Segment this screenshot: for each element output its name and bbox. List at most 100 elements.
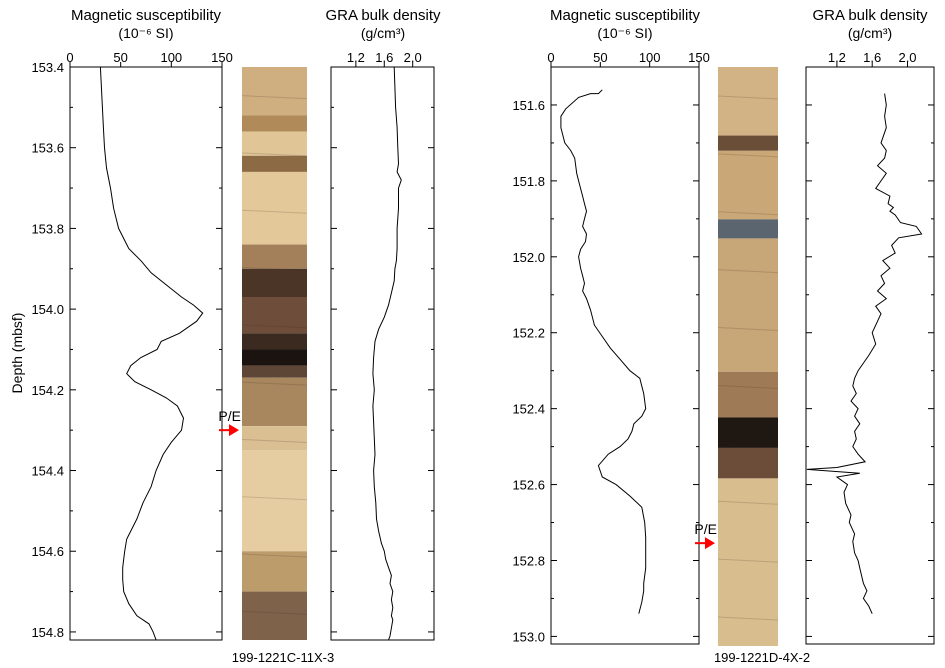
series-line <box>560 89 647 614</box>
x-tick-label: 150 <box>211 50 233 65</box>
chart-panel-1 <box>69 62 223 641</box>
core-streak <box>717 211 779 216</box>
y-axis-label: Depth (mbsf) <box>9 313 25 394</box>
core-streak <box>717 327 779 332</box>
core-band <box>242 115 307 132</box>
core-streak <box>241 496 308 501</box>
core-band <box>242 297 307 334</box>
core-label: 199-1221D-4X-2 <box>714 650 810 665</box>
panel-units: (g/cm³) <box>848 25 892 41</box>
y-tick-label: 151.6 <box>512 98 545 113</box>
core-streak <box>241 438 308 443</box>
core-band <box>242 268 307 298</box>
x-tick-label: 100 <box>639 50 661 65</box>
core-streak <box>241 152 308 157</box>
x-tick-label: 50 <box>593 50 607 65</box>
y-tick-label: 154.8 <box>31 625 64 640</box>
pe-arrow-icon <box>229 424 239 437</box>
y-tick-label: 152.2 <box>512 326 545 341</box>
core-streak <box>717 384 779 389</box>
x-tick-label: 100 <box>160 50 182 65</box>
x-tick-label: 1.2 <box>347 50 365 65</box>
core-streak <box>241 324 308 329</box>
plot-frame <box>805 66 935 645</box>
x-tick-label: 1.2 <box>828 50 846 65</box>
y-tick-label: 153.4 <box>31 60 64 75</box>
core-band <box>718 447 778 479</box>
core-band <box>718 150 778 220</box>
y-tick-label: 151.8 <box>512 174 545 189</box>
core-streak <box>241 610 308 615</box>
core-streak <box>717 558 779 563</box>
pe-arrow-icon <box>705 537 715 550</box>
core-band <box>242 333 307 350</box>
x-tick-label: 50 <box>113 50 127 65</box>
core-streak <box>717 500 779 505</box>
panel-units: (10⁻⁶ SI) <box>118 25 173 41</box>
plot-frame <box>550 66 700 645</box>
core-streak <box>241 267 308 272</box>
y-tick-label: 152.4 <box>512 402 545 417</box>
panel-title: Magnetic susceptibility <box>550 7 701 24</box>
core-photo-2 <box>695 67 779 646</box>
core-band <box>242 349 307 366</box>
core-streak <box>241 209 308 214</box>
pe-label: P/E <box>218 408 241 424</box>
core-band <box>242 450 307 552</box>
core-band <box>242 365 307 378</box>
y-tick-label: 152.8 <box>512 553 545 568</box>
x-tick-label: 150 <box>688 50 710 65</box>
core-streak <box>717 269 779 274</box>
core-band <box>718 417 778 448</box>
core-streak <box>717 95 779 100</box>
panel-title: GRA bulk density <box>812 7 928 24</box>
y-tick-label: 154.0 <box>31 302 64 317</box>
series-line <box>806 93 923 614</box>
core-band <box>242 377 307 427</box>
core-streak <box>241 95 308 100</box>
series-line <box>99 66 204 641</box>
x-tick-label: 1.6 <box>375 50 393 65</box>
panel-title: Magnetic susceptibility <box>71 7 222 24</box>
x-tick-label: 2.0 <box>404 50 422 65</box>
chart-panel-4 <box>805 62 935 645</box>
y-tick-label: 154.2 <box>31 383 64 398</box>
x-tick-label: 0 <box>547 50 554 65</box>
panel-title: GRA bulk density <box>325 7 441 24</box>
core-band <box>718 478 778 646</box>
core-band <box>718 135 778 151</box>
core-band <box>242 171 307 245</box>
y-tick-label: 153.0 <box>512 629 545 644</box>
core-band <box>242 426 307 451</box>
core-streak <box>717 442 779 447</box>
x-tick-label: 2.0 <box>898 50 916 65</box>
pe-label: P/E <box>694 521 717 537</box>
y-tick-label: 154.6 <box>31 544 64 559</box>
y-tick-label: 154.4 <box>31 464 64 479</box>
chart-panel-3 <box>550 62 700 645</box>
x-tick-label: 1.6 <box>863 50 881 65</box>
core-streak <box>241 553 308 558</box>
core-band <box>242 155 307 172</box>
core-streak <box>717 616 779 621</box>
core-band <box>718 371 778 418</box>
core-band <box>718 238 778 372</box>
y-tick-label: 152.6 <box>512 478 545 493</box>
core-streak <box>717 153 779 158</box>
plot-frame <box>330 66 435 641</box>
core-band <box>242 131 307 156</box>
y-tick-label: 153.6 <box>31 141 64 156</box>
core-band <box>242 244 307 269</box>
panel-units: (10⁻⁶ SI) <box>597 25 652 41</box>
core-band <box>718 67 778 136</box>
core-label: 199-1221C-11X-3 <box>232 650 334 665</box>
y-tick-label: 152.0 <box>512 250 545 265</box>
panel-units: (g/cm³) <box>361 25 405 41</box>
core-band <box>242 67 307 116</box>
series-line <box>372 66 402 641</box>
core-band <box>242 591 307 640</box>
core-streak <box>241 381 308 386</box>
y-tick-label: 153.8 <box>31 221 64 236</box>
core-band <box>242 551 307 592</box>
